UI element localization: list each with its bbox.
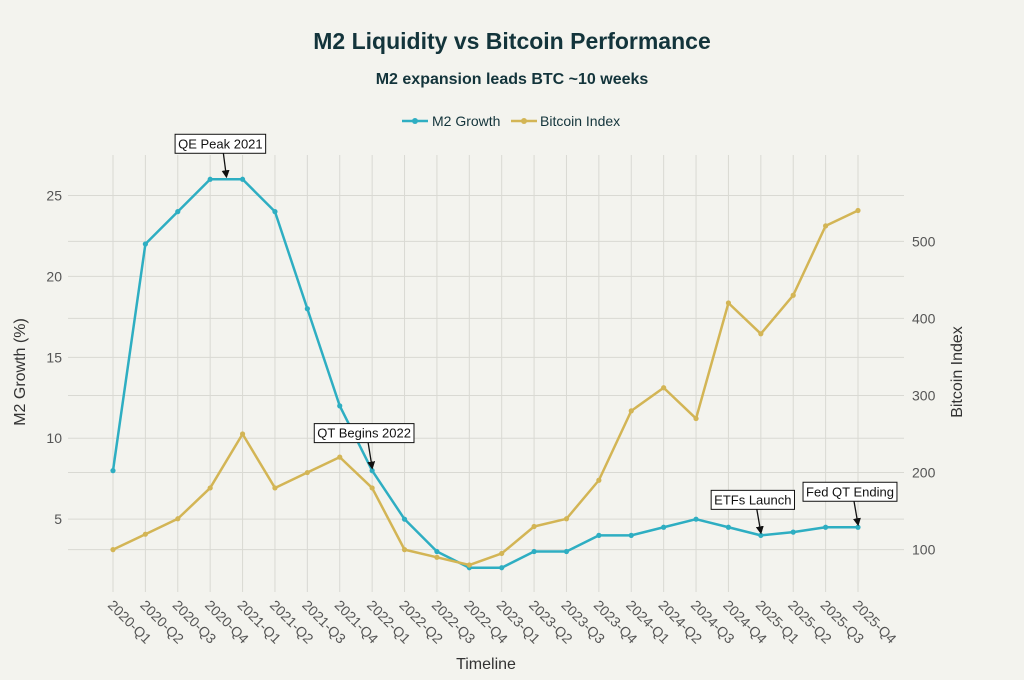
data-point-m2-growth[interactable] — [110, 468, 116, 474]
data-point-m2-growth[interactable] — [596, 532, 602, 538]
annotation-box — [802, 481, 898, 502]
annotation-box — [174, 133, 267, 154]
y2-axis-title: Bitcoin Index — [949, 326, 966, 418]
y-axis-title: M2 Growth (%) — [12, 318, 29, 426]
axis-layer: 2020-Q12020-Q22020-Q32020-Q42021-Q12021-… — [46, 187, 935, 646]
data-point-m2-growth[interactable] — [661, 524, 667, 530]
data-point-m2-growth[interactable] — [499, 565, 505, 571]
y-tick-label: 20 — [46, 268, 62, 284]
y-tick-label: 10 — [46, 430, 62, 446]
data-point-m2-growth[interactable] — [628, 532, 634, 538]
data-point-m2-growth[interactable] — [175, 209, 181, 215]
data-point-bitcoin-index[interactable] — [725, 300, 732, 306]
data-point-bitcoin-index[interactable] — [531, 523, 537, 530]
annotation-qt-begins-2022: QT Begins 2022 — [313, 423, 415, 470]
y-tick-label: 15 — [46, 349, 62, 365]
data-point-bitcoin-index[interactable] — [207, 485, 213, 491]
grid-layer — [68, 155, 904, 592]
y-tick-label: 5 — [54, 511, 62, 527]
annotation-arrow — [853, 501, 861, 527]
x-axis-title: Timeline — [456, 656, 516, 673]
data-point-bitcoin-index[interactable] — [110, 547, 116, 553]
chart-subtitle: M2 expansion leads BTC ~10 weeks — [376, 71, 649, 88]
data-point-bitcoin-index[interactable] — [369, 485, 375, 491]
legend-item-m2-growth[interactable]: M2 Growth — [402, 113, 500, 129]
data-point-m2-growth[interactable] — [434, 548, 440, 555]
data-point-m2-growth[interactable] — [758, 532, 764, 538]
annotation-label: QE Peak 2021 — [178, 136, 263, 151]
annotation-arrow — [367, 442, 376, 470]
legend[interactable]: M2 Growth Bitcoin Index — [402, 113, 620, 129]
y2-tick-label: 300 — [912, 387, 936, 403]
data-point-m2-growth[interactable] — [823, 524, 829, 530]
series-line-bitcoin-index[interactable] — [112, 209, 859, 567]
series-line-m2-growth[interactable] — [111, 178, 858, 569]
annotation-qe-peak-2021: QE Peak 2021 — [174, 133, 267, 179]
legend-item-bitcoin-index[interactable]: Bitcoin Index — [511, 113, 620, 129]
y2-tick-label: 500 — [912, 233, 936, 249]
legend-label-bitcoin-index: Bitcoin Index — [540, 113, 620, 129]
annotation-arrow — [221, 153, 230, 179]
data-point-bitcoin-index[interactable] — [239, 431, 246, 437]
data-point-bitcoin-index[interactable] — [596, 477, 602, 483]
data-point-m2-growth[interactable] — [337, 403, 343, 409]
y2-tick-label: 400 — [912, 310, 936, 326]
chart-title: M2 Liquidity vs Bitcoin Performance — [313, 28, 710, 54]
data-point-bitcoin-index[interactable] — [758, 331, 764, 337]
annotation-layer: QE Peak 2021 QT Begins 2022 ETFs Launch Fed… — [174, 133, 898, 535]
data-point-bitcoin-index[interactable] — [272, 485, 278, 491]
data-point-m2-growth[interactable] — [790, 529, 796, 535]
data-point-bitcoin-index[interactable] — [401, 547, 408, 553]
series-layer — [110, 176, 861, 571]
y2-tick-label: 100 — [912, 542, 936, 558]
data-point-bitcoin-index[interactable] — [142, 531, 148, 537]
data-point-m2-growth[interactable] — [693, 516, 699, 522]
annotation-box — [313, 423, 415, 444]
annotation-etfs-launch: ETFs Launch — [710, 489, 795, 535]
data-point-bitcoin-index[interactable] — [693, 415, 699, 422]
data-point-m2-growth[interactable] — [563, 548, 570, 555]
data-point-m2-growth[interactable] — [855, 524, 861, 530]
data-point-bitcoin-index[interactable] — [434, 554, 440, 560]
legend-marker-bitcoin-index — [521, 118, 527, 124]
data-point-bitcoin-index[interactable] — [563, 516, 570, 522]
data-point-m2-growth[interactable] — [239, 176, 246, 182]
data-point-m2-growth[interactable] — [142, 241, 148, 247]
annotation-box — [710, 489, 795, 510]
y2-tick-label: 200 — [912, 465, 936, 481]
data-point-bitcoin-index[interactable] — [855, 207, 861, 214]
annotation-fed-qt-ending: Fed QT Ending — [802, 481, 898, 527]
data-point-bitcoin-index[interactable] — [628, 408, 634, 414]
data-point-bitcoin-index[interactable] — [790, 292, 796, 298]
legend-marker-m2-growth — [412, 118, 418, 124]
data-point-bitcoin-index[interactable] — [466, 562, 472, 568]
data-point-m2-growth[interactable] — [531, 548, 537, 555]
data-point-m2-growth[interactable] — [369, 468, 375, 474]
data-point-m2-growth[interactable] — [272, 209, 278, 215]
data-point-bitcoin-index[interactable] — [823, 223, 829, 229]
annotation-arrow — [755, 509, 764, 535]
data-point-bitcoin-index[interactable] — [337, 454, 343, 460]
data-point-m2-growth[interactable] — [725, 524, 732, 530]
annotation-label: QT Begins 2022 — [317, 426, 411, 441]
legend-label-m2-growth: M2 Growth — [432, 113, 500, 129]
data-point-bitcoin-index[interactable] — [175, 516, 181, 522]
data-point-bitcoin-index[interactable] — [304, 469, 310, 476]
data-point-bitcoin-index[interactable] — [499, 550, 505, 557]
data-point-m2-growth[interactable] — [207, 176, 213, 182]
annotation-label: Fed QT Ending — [806, 484, 894, 499]
data-point-m2-growth[interactable] — [304, 306, 310, 312]
y-tick-label: 25 — [46, 187, 62, 203]
data-point-m2-growth[interactable] — [401, 516, 408, 522]
data-point-bitcoin-index[interactable] — [661, 385, 667, 391]
annotation-label: ETFs Launch — [714, 492, 791, 507]
